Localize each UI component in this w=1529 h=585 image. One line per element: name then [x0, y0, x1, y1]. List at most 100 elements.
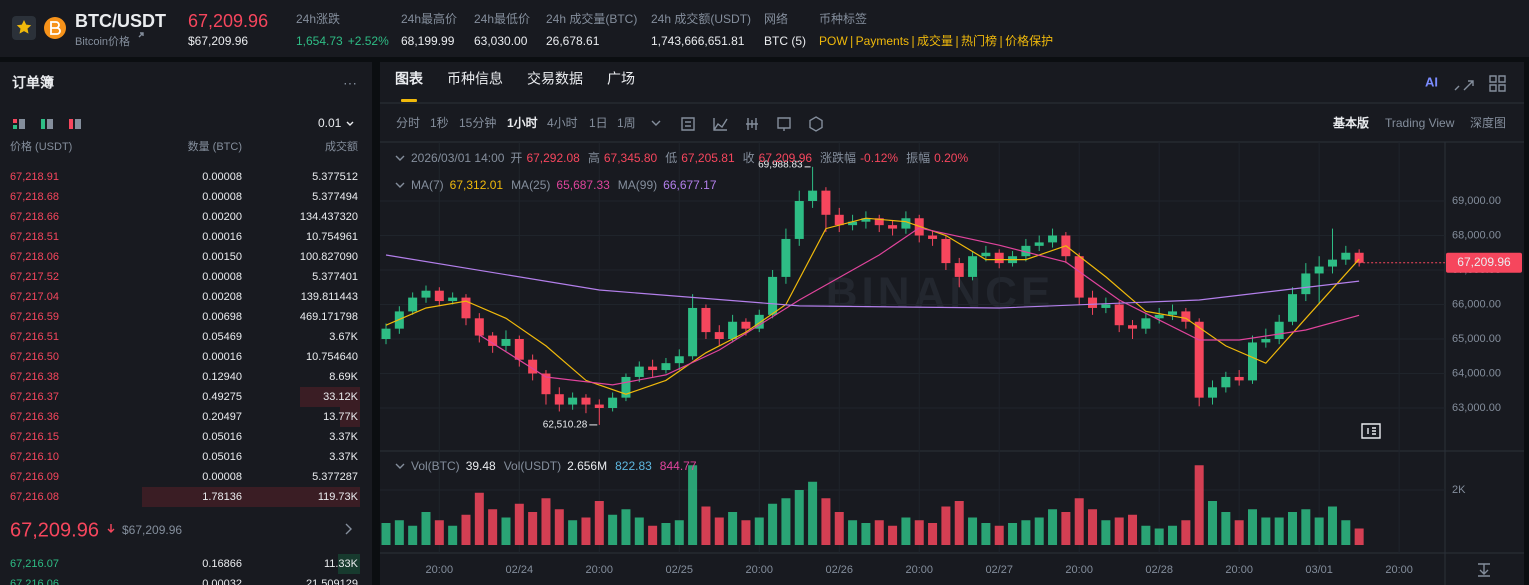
order-price: 67,218.68: [10, 191, 59, 203]
volume-bar: [1088, 509, 1098, 545]
x-tick-label: 02/28: [1145, 564, 1173, 576]
tab[interactable]: 广场: [607, 71, 635, 87]
order-total: 10.754640: [306, 351, 358, 363]
collapse-icon[interactable]: [395, 182, 405, 188]
interval[interactable]: 1秒: [430, 116, 449, 130]
volume-bar: [461, 514, 471, 545]
volume-bar: [994, 525, 1004, 545]
volume-bar: [1114, 517, 1124, 545]
candle-body: [1034, 242, 1044, 246]
stat-value: BTC (5): [764, 34, 806, 48]
scale-icon[interactable]: [1478, 563, 1490, 577]
coin-glyph: [50, 21, 61, 35]
candle-body: [1341, 252, 1351, 260]
view-option[interactable]: 基本版: [1332, 115, 1369, 130]
tag[interactable]: POW: [819, 34, 848, 48]
view-icon[interactable]: [13, 125, 17, 129]
order-amount: 0.00200: [202, 211, 242, 223]
candle-body: [541, 373, 551, 395]
volume-bar: [608, 514, 618, 545]
y-tick-label: 63,000.00: [1452, 402, 1501, 414]
view-icon[interactable]: [41, 119, 45, 129]
volume-bar: [861, 523, 871, 545]
stat-label: 网络: [764, 11, 788, 26]
fullscreen-icon[interactable]: [1454, 80, 1474, 91]
ma-value: 66,677.17: [663, 178, 717, 192]
interval[interactable]: 1日: [589, 116, 608, 130]
interval[interactable]: 1小时: [507, 115, 538, 130]
interval-dropdown[interactable]: [651, 120, 661, 126]
volume-bar: [954, 501, 964, 545]
candle-body: [928, 235, 938, 239]
info-label: 开: [510, 151, 522, 165]
indicator-icon[interactable]: [681, 117, 695, 131]
interval[interactable]: 1周: [617, 116, 636, 130]
ai-icon[interactable]: AI: [1425, 74, 1438, 89]
tab[interactable]: 交易数据: [527, 71, 583, 87]
stat-change: +2.52%: [348, 34, 389, 48]
volume-bar: [714, 517, 724, 545]
ma-value: 65,687.33: [556, 178, 610, 192]
volume-bar: [594, 501, 604, 545]
chevron[interactable]: [345, 523, 352, 535]
volume-bar: [808, 481, 818, 545]
interval[interactable]: 4小时: [547, 116, 578, 130]
volume-bar: [1274, 517, 1284, 545]
interval[interactable]: 分时: [396, 116, 420, 130]
candle-body: [1274, 321, 1284, 340]
volume-bar: [1234, 520, 1244, 545]
interval[interactable]: 15分钟: [459, 115, 496, 130]
order-price: 67,216.06: [10, 578, 59, 585]
tag[interactable]: 价格保护: [1005, 33, 1053, 48]
order-amount: 1.78136: [202, 491, 242, 503]
view-option[interactable]: Trading View: [1385, 116, 1455, 130]
volume-bar: [981, 523, 991, 545]
tag[interactable]: 成交量: [917, 33, 953, 48]
volume-bar: [1314, 517, 1324, 545]
layout-grid-icon[interactable]: [1489, 75, 1506, 92]
view-icon[interactable]: [75, 119, 81, 129]
collapse-icon[interactable]: [395, 155, 405, 161]
tick-size[interactable]: 0.01: [318, 116, 342, 130]
tab[interactable]: 币种信息: [447, 71, 503, 87]
order-total: 3.67K: [329, 331, 358, 343]
collapse-icon[interactable]: [395, 463, 405, 469]
view-option[interactable]: 深度图: [1470, 115, 1506, 130]
candle-body: [701, 307, 711, 333]
order-price: 67,216.36: [10, 411, 59, 423]
draw-icon[interactable]: [713, 118, 728, 131]
layout-icon[interactable]: [777, 117, 791, 131]
depth-bar: [338, 554, 360, 574]
candle-icon[interactable]: [746, 118, 758, 130]
x-tick-label: 20:00: [745, 564, 773, 576]
volume-bar: [901, 517, 911, 545]
tick-dropdown[interactable]: [346, 121, 354, 126]
order-price: 67,216.59: [10, 311, 59, 323]
settings-icon[interactable]: [809, 116, 823, 132]
view-icon[interactable]: [69, 119, 73, 129]
column-header: 数量 (BTC): [188, 140, 242, 153]
view-icon[interactable]: [13, 119, 17, 123]
tab[interactable]: 图表: [395, 71, 424, 87]
more-button[interactable]: ···: [343, 75, 357, 91]
chart-info-icon[interactable]: [1361, 423, 1381, 439]
order-total: 5.377512: [312, 171, 358, 183]
tag[interactable]: Payments: [856, 34, 909, 48]
volume-bar: [914, 520, 924, 545]
candle-body: [528, 359, 538, 374]
toolbar-icons: [107, 32, 1506, 577]
tag[interactable]: 热门榜: [961, 33, 997, 48]
view-icon[interactable]: [47, 119, 53, 129]
column-header: 价格 (USDT): [10, 139, 72, 153]
view-icon[interactable]: [19, 119, 25, 129]
order-total: 10.754961: [306, 231, 358, 243]
y-tick-label: 2K: [1452, 484, 1466, 496]
order-price: 67,218.06: [10, 251, 59, 263]
candle-body: [621, 376, 631, 398]
info-label: 涨跌幅: [820, 150, 856, 165]
vol-ma-value: 844.77: [660, 459, 697, 473]
volume-bar: [1008, 523, 1018, 545]
external-link[interactable]: [138, 32, 144, 38]
y-tick-label: 65,000.00: [1452, 333, 1501, 345]
